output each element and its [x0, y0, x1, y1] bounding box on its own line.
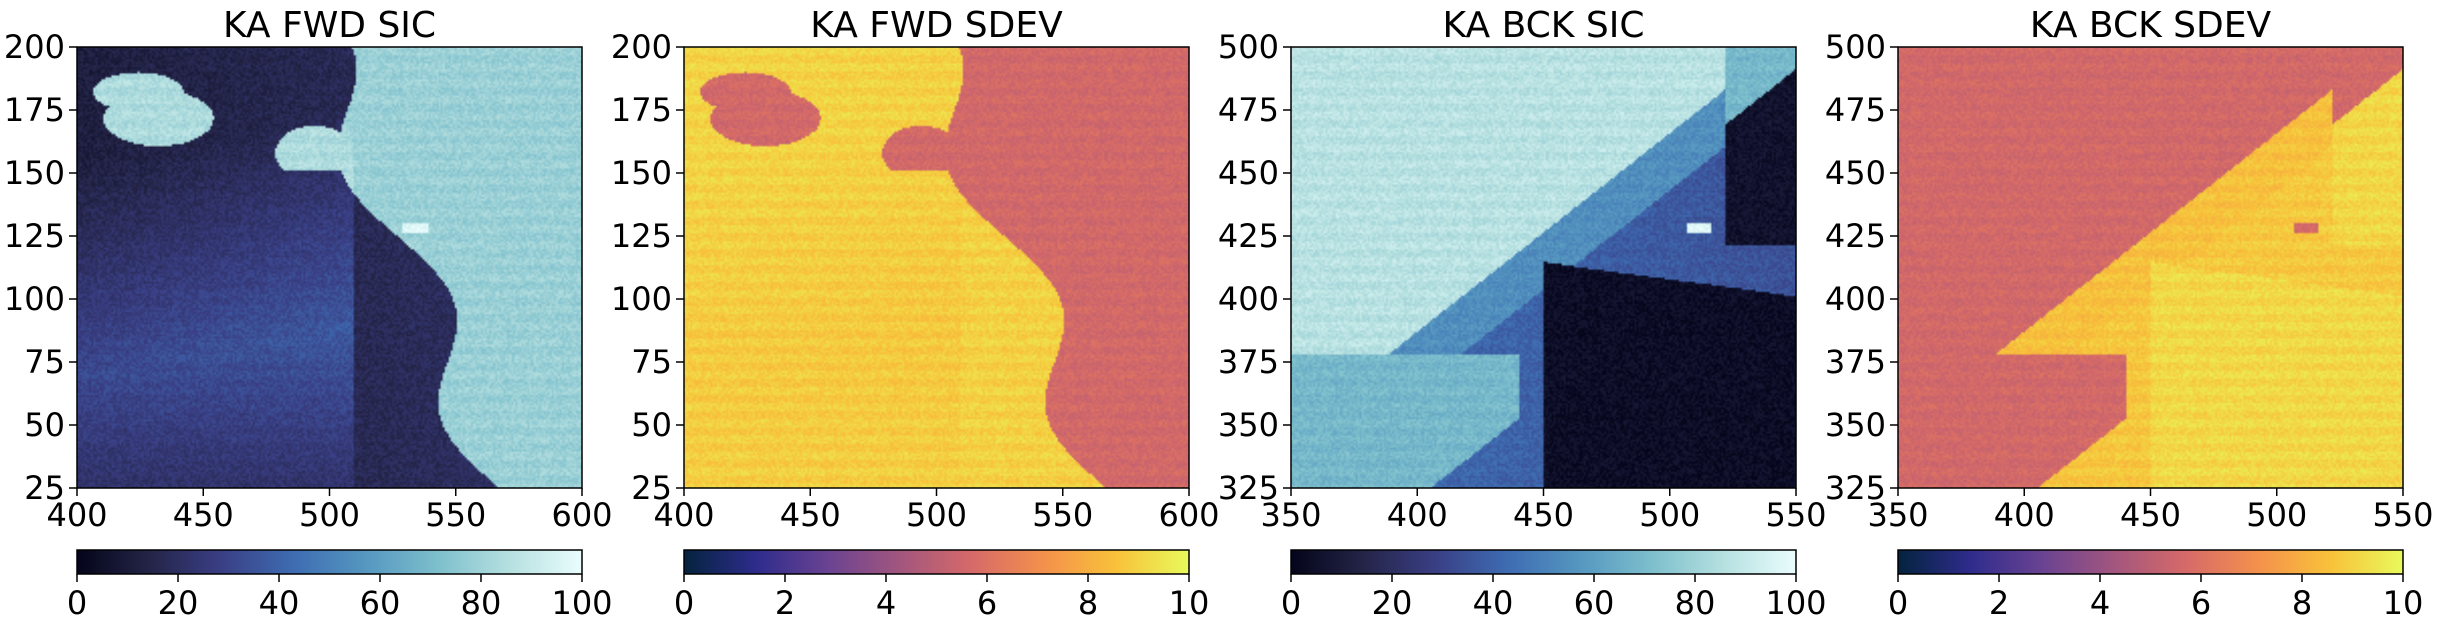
- colorbar-tick-label: 10: [1169, 584, 1210, 622]
- y-tick-label: 500: [1825, 28, 1886, 66]
- y-tick-label: 100: [611, 280, 672, 318]
- colorbar-tick-label: 40: [1473, 584, 1514, 622]
- x-tick-label: 400: [1994, 496, 2055, 534]
- heatmap-image: [77, 47, 582, 488]
- x-tick-label: 500: [2246, 496, 2307, 534]
- colorbar-tick-label: 4: [876, 584, 896, 622]
- y-tick-label: 25: [631, 469, 672, 507]
- y-tick-label: 450: [1218, 154, 1279, 192]
- y-tick-label: 425: [1218, 217, 1279, 255]
- colorbar-tick-label: 100: [551, 584, 612, 622]
- y-tick-label: 25: [24, 469, 65, 507]
- colorbar-tick-label: 80: [1675, 584, 1716, 622]
- colorbar-tick-label: 10: [2383, 584, 2424, 622]
- colorbar-tick-label: 4: [2090, 584, 2110, 622]
- heatmap-image: [684, 47, 1189, 488]
- colorbar-tick-label: 20: [1372, 584, 1413, 622]
- y-tick-label: 200: [611, 28, 672, 66]
- y-tick-label: 425: [1825, 217, 1886, 255]
- y-tick-label: 450: [1825, 154, 1886, 192]
- x-tick-label: 450: [780, 496, 841, 534]
- colorbar-tick-label: 2: [775, 584, 795, 622]
- x-tick-label: 450: [2120, 496, 2181, 534]
- panel-title: KA FWD SDEV: [810, 5, 1063, 46]
- y-tick-label: 50: [631, 406, 672, 444]
- y-tick-label: 350: [1825, 406, 1886, 444]
- x-tick-label: 450: [173, 496, 234, 534]
- x-tick-label: 500: [1639, 496, 1700, 534]
- colorbar-tick-label: 0: [1888, 584, 1908, 622]
- colorbar-tick-label: 20: [158, 584, 199, 622]
- colorbar: [683, 549, 1190, 575]
- y-tick-label: 150: [611, 154, 672, 192]
- y-tick-label: 125: [611, 217, 672, 255]
- y-tick-label: 75: [631, 343, 672, 381]
- colorbar-tick-label: 2: [1989, 584, 2009, 622]
- y-tick-label: 400: [1825, 280, 1886, 318]
- colorbar-tick-label: 0: [674, 584, 694, 622]
- x-tick-label: 500: [299, 496, 360, 534]
- x-tick-label: 400: [46, 496, 107, 534]
- x-tick-label: 450: [1513, 496, 1574, 534]
- panel-title: KA FWD SIC: [223, 5, 436, 46]
- x-tick-label: 550: [425, 496, 486, 534]
- y-tick-label: 150: [4, 154, 65, 192]
- x-tick-label: 550: [1032, 496, 1093, 534]
- y-tick-label: 125: [4, 217, 65, 255]
- x-tick-label: 550: [2372, 496, 2433, 534]
- y-tick-label: 475: [1218, 91, 1279, 129]
- y-tick-label: 175: [4, 91, 65, 129]
- x-tick-label: 600: [1158, 496, 1219, 534]
- colorbar-tick-label: 8: [1078, 584, 1098, 622]
- x-tick-label: 350: [1867, 496, 1928, 534]
- panel-title: KA BCK SIC: [1443, 5, 1645, 46]
- x-tick-label: 550: [1765, 496, 1826, 534]
- y-tick-label: 375: [1218, 343, 1279, 381]
- y-tick-label: 375: [1825, 343, 1886, 381]
- x-tick-label: 600: [551, 496, 612, 534]
- x-tick-label: 350: [1260, 496, 1321, 534]
- colorbar: [76, 549, 583, 575]
- panel-title: KA BCK SDEV: [2030, 5, 2272, 46]
- colorbar-tick-label: 100: [1765, 584, 1826, 622]
- y-tick-label: 50: [24, 406, 65, 444]
- x-tick-label: 500: [906, 496, 967, 534]
- y-tick-label: 475: [1825, 91, 1886, 129]
- colorbar-tick-label: 60: [360, 584, 401, 622]
- x-tick-label: 400: [653, 496, 714, 534]
- colorbar-tick-label: 60: [1574, 584, 1615, 622]
- y-tick-label: 175: [611, 91, 672, 129]
- colorbar-tick-label: 0: [67, 584, 87, 622]
- y-tick-label: 325: [1218, 469, 1279, 507]
- colorbar-tick-label: 6: [2191, 584, 2211, 622]
- heatmap-image: [1898, 47, 2403, 488]
- colorbar: [1290, 549, 1797, 575]
- y-tick-label: 325: [1825, 469, 1886, 507]
- y-tick-label: 100: [4, 280, 65, 318]
- colorbar-tick-label: 6: [977, 584, 997, 622]
- y-tick-label: 350: [1218, 406, 1279, 444]
- colorbar-tick-label: 8: [2292, 584, 2312, 622]
- y-tick-label: 200: [4, 28, 65, 66]
- heatmap-image: [1291, 47, 1796, 488]
- colorbar-tick-label: 40: [259, 584, 300, 622]
- colorbar: [1897, 549, 2404, 575]
- colorbar-tick-label: 80: [461, 584, 502, 622]
- y-tick-label: 400: [1218, 280, 1279, 318]
- y-tick-label: 500: [1218, 28, 1279, 66]
- y-tick-label: 75: [24, 343, 65, 381]
- colorbar-tick-label: 0: [1281, 584, 1301, 622]
- x-tick-label: 400: [1387, 496, 1448, 534]
